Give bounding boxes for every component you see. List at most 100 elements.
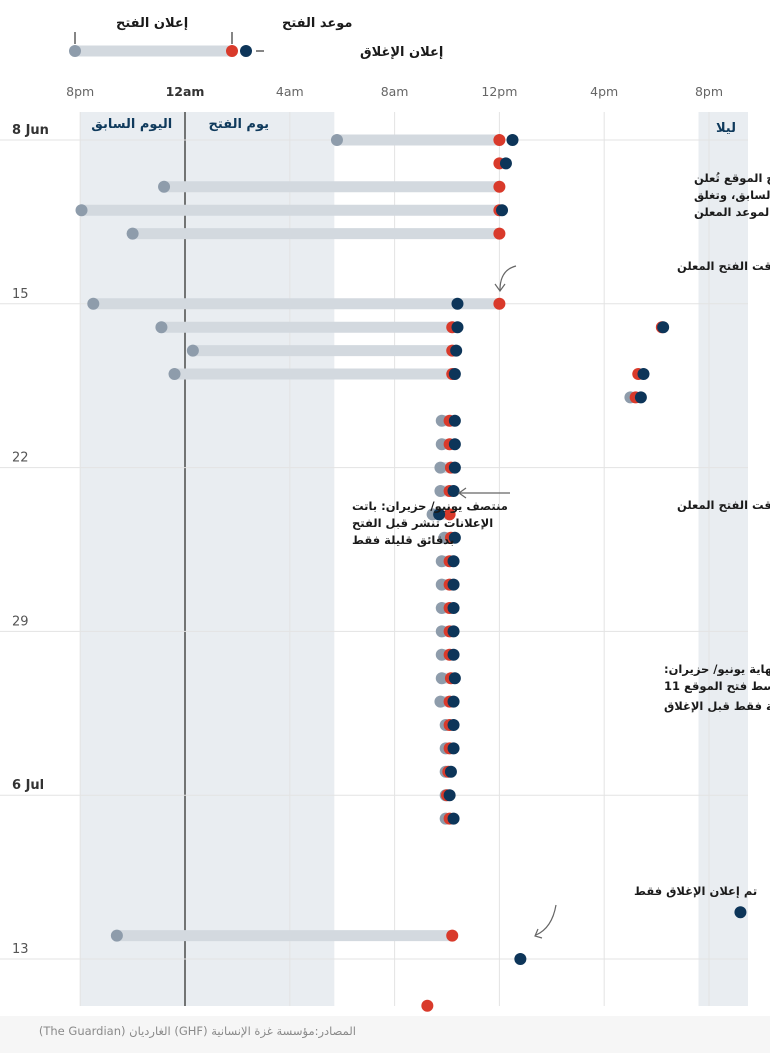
legend: إعلان الفتح موعد الفتح إعلان الإغلاق <box>69 16 443 60</box>
close-point <box>499 157 512 170</box>
x-tick-label: 4am <box>276 84 304 99</box>
period-label-previous-day: اليوم السابق <box>91 117 172 132</box>
close-point <box>447 625 460 638</box>
close-point <box>448 531 461 544</box>
x-tick-label: 8pm <box>66 84 94 99</box>
x-tick-label: 8pm <box>695 84 723 99</box>
source-note: المصادر:مؤسسة غزة الإنسانية (GHF) الغارد… <box>38 1024 356 1038</box>
period-label-night: ليلا <box>716 121 736 136</box>
date-label: 15 <box>12 287 29 302</box>
open-point <box>443 508 456 521</box>
close-point <box>448 414 461 427</box>
annotation-arrowhead <box>494 283 506 293</box>
announce-point <box>435 672 448 685</box>
announce-point <box>158 180 171 193</box>
open-point <box>493 297 506 310</box>
close-point <box>447 812 460 825</box>
close-point <box>447 742 460 755</box>
gridline-layer <box>0 112 748 1006</box>
close-point <box>448 461 461 474</box>
annotation-arrowhead <box>534 928 543 939</box>
close-point <box>506 134 519 146</box>
annotation-line: ليلا في اليوم السابق، وتغلق <box>694 188 770 203</box>
announce-point <box>87 297 100 310</box>
close-point <box>496 204 509 217</box>
close-point <box>451 321 464 334</box>
announce-point <box>168 368 181 380</box>
open-point <box>493 180 506 193</box>
open-point <box>446 929 459 942</box>
close-point <box>447 648 460 661</box>
date-label: 8 Jun <box>12 123 49 138</box>
date-label: 13 <box>12 942 29 957</box>
date-label: 29 <box>12 614 29 629</box>
annotation-line: أُغلق قبل وقت الفتح المعلن <box>677 493 770 513</box>
close-point <box>447 485 460 497</box>
close-point <box>447 695 460 708</box>
shading-layer <box>80 112 748 1006</box>
close-point <box>734 906 747 919</box>
open-point <box>493 134 506 146</box>
announce-point <box>110 929 123 942</box>
period-label-opening-day: يوم الفتح <box>209 117 269 132</box>
close-point <box>448 672 461 685</box>
close-point <box>447 719 460 731</box>
close-point <box>448 368 461 380</box>
close-point <box>447 602 460 614</box>
announce-point <box>155 321 168 334</box>
annotation-line: منتصف يونيو/ حزيران: باتت <box>352 499 508 514</box>
annotation-line: أُغلق قبل وقت الفتح المعلن <box>677 254 770 274</box>
annotation-line: دقيقة فقط قبل الإغلاق <box>664 699 770 713</box>
close-point <box>634 391 647 404</box>
close-point <box>448 438 461 451</box>
date-label: 6 Jul <box>12 778 44 793</box>
announce-point <box>330 134 343 146</box>
announce-point <box>434 485 447 497</box>
annotation-line: الإعلانات تنشر قبل الفتح <box>352 516 493 530</box>
legend-open-swatch <box>226 45 238 57</box>
annotation-line: كان متوسط فتح الموقع 11 <box>664 679 770 694</box>
legend-announce-label: إعلان الفتح <box>116 16 188 31</box>
x-tick-label: 8am <box>381 84 409 99</box>
close-point <box>451 297 464 310</box>
announce-point <box>186 344 199 357</box>
site-opening-timeline-chart: 8pm 12am 4am 8am 12pm 4pm 8pm 8 Jun 15 22 29 6 Jul 1… <box>0 16 770 1012</box>
footer-bar <box>0 1016 770 1053</box>
x-tick-label: 12pm <box>481 84 517 99</box>
close-point <box>637 368 650 380</box>
close-point <box>444 765 457 778</box>
annotation-line: نهاية يونيو/ حزيران: <box>664 662 770 677</box>
annotation-arrow <box>535 904 557 936</box>
close-point <box>447 578 460 591</box>
annotation-layer: كانت ساعات فتح الموقع تُعلن ليلا في اليوم… <box>352 171 770 939</box>
shade-night-region <box>80 112 335 1006</box>
date-label: 22 <box>12 451 29 466</box>
annotation-line: كانت ساعات فتح الموقع تُعلن <box>694 171 770 186</box>
annotation-arrow <box>499 265 517 291</box>
annotation-line: تم إعلان الإغلاق فقط <box>634 884 757 898</box>
x-tick-label: 12am <box>166 84 205 99</box>
close-point <box>657 321 670 334</box>
annotation-line: أحيانا قبل الموعد المعلن <box>694 204 770 220</box>
announce-point <box>75 204 88 217</box>
legend-close-swatch <box>240 45 252 57</box>
open-point <box>493 227 506 240</box>
close-point <box>433 508 446 521</box>
announce-point <box>434 695 447 708</box>
close-point <box>447 555 460 568</box>
open-point <box>421 999 434 1012</box>
x-tick-label: 4pm <box>590 84 618 99</box>
annotation-arrowhead <box>457 487 467 499</box>
legend-close-label: إعلان الإغلاق <box>360 45 443 60</box>
close-point <box>443 789 456 802</box>
announce-point <box>434 461 447 474</box>
axis-label-layer: 8pm 12am 4am 8am 12pm 4pm 8pm 8 Jun 15 22 29 6 Jul 1… <box>12 84 736 957</box>
legend-open-label: موعد الفتح <box>282 16 352 31</box>
shade-evening-region <box>698 112 748 1006</box>
annotation-line: بدقائق قليلة فقط <box>352 533 454 547</box>
close-point <box>514 953 527 965</box>
data-mark-layer <box>75 134 747 1012</box>
close-point <box>450 344 463 357</box>
announce-point <box>126 227 139 240</box>
